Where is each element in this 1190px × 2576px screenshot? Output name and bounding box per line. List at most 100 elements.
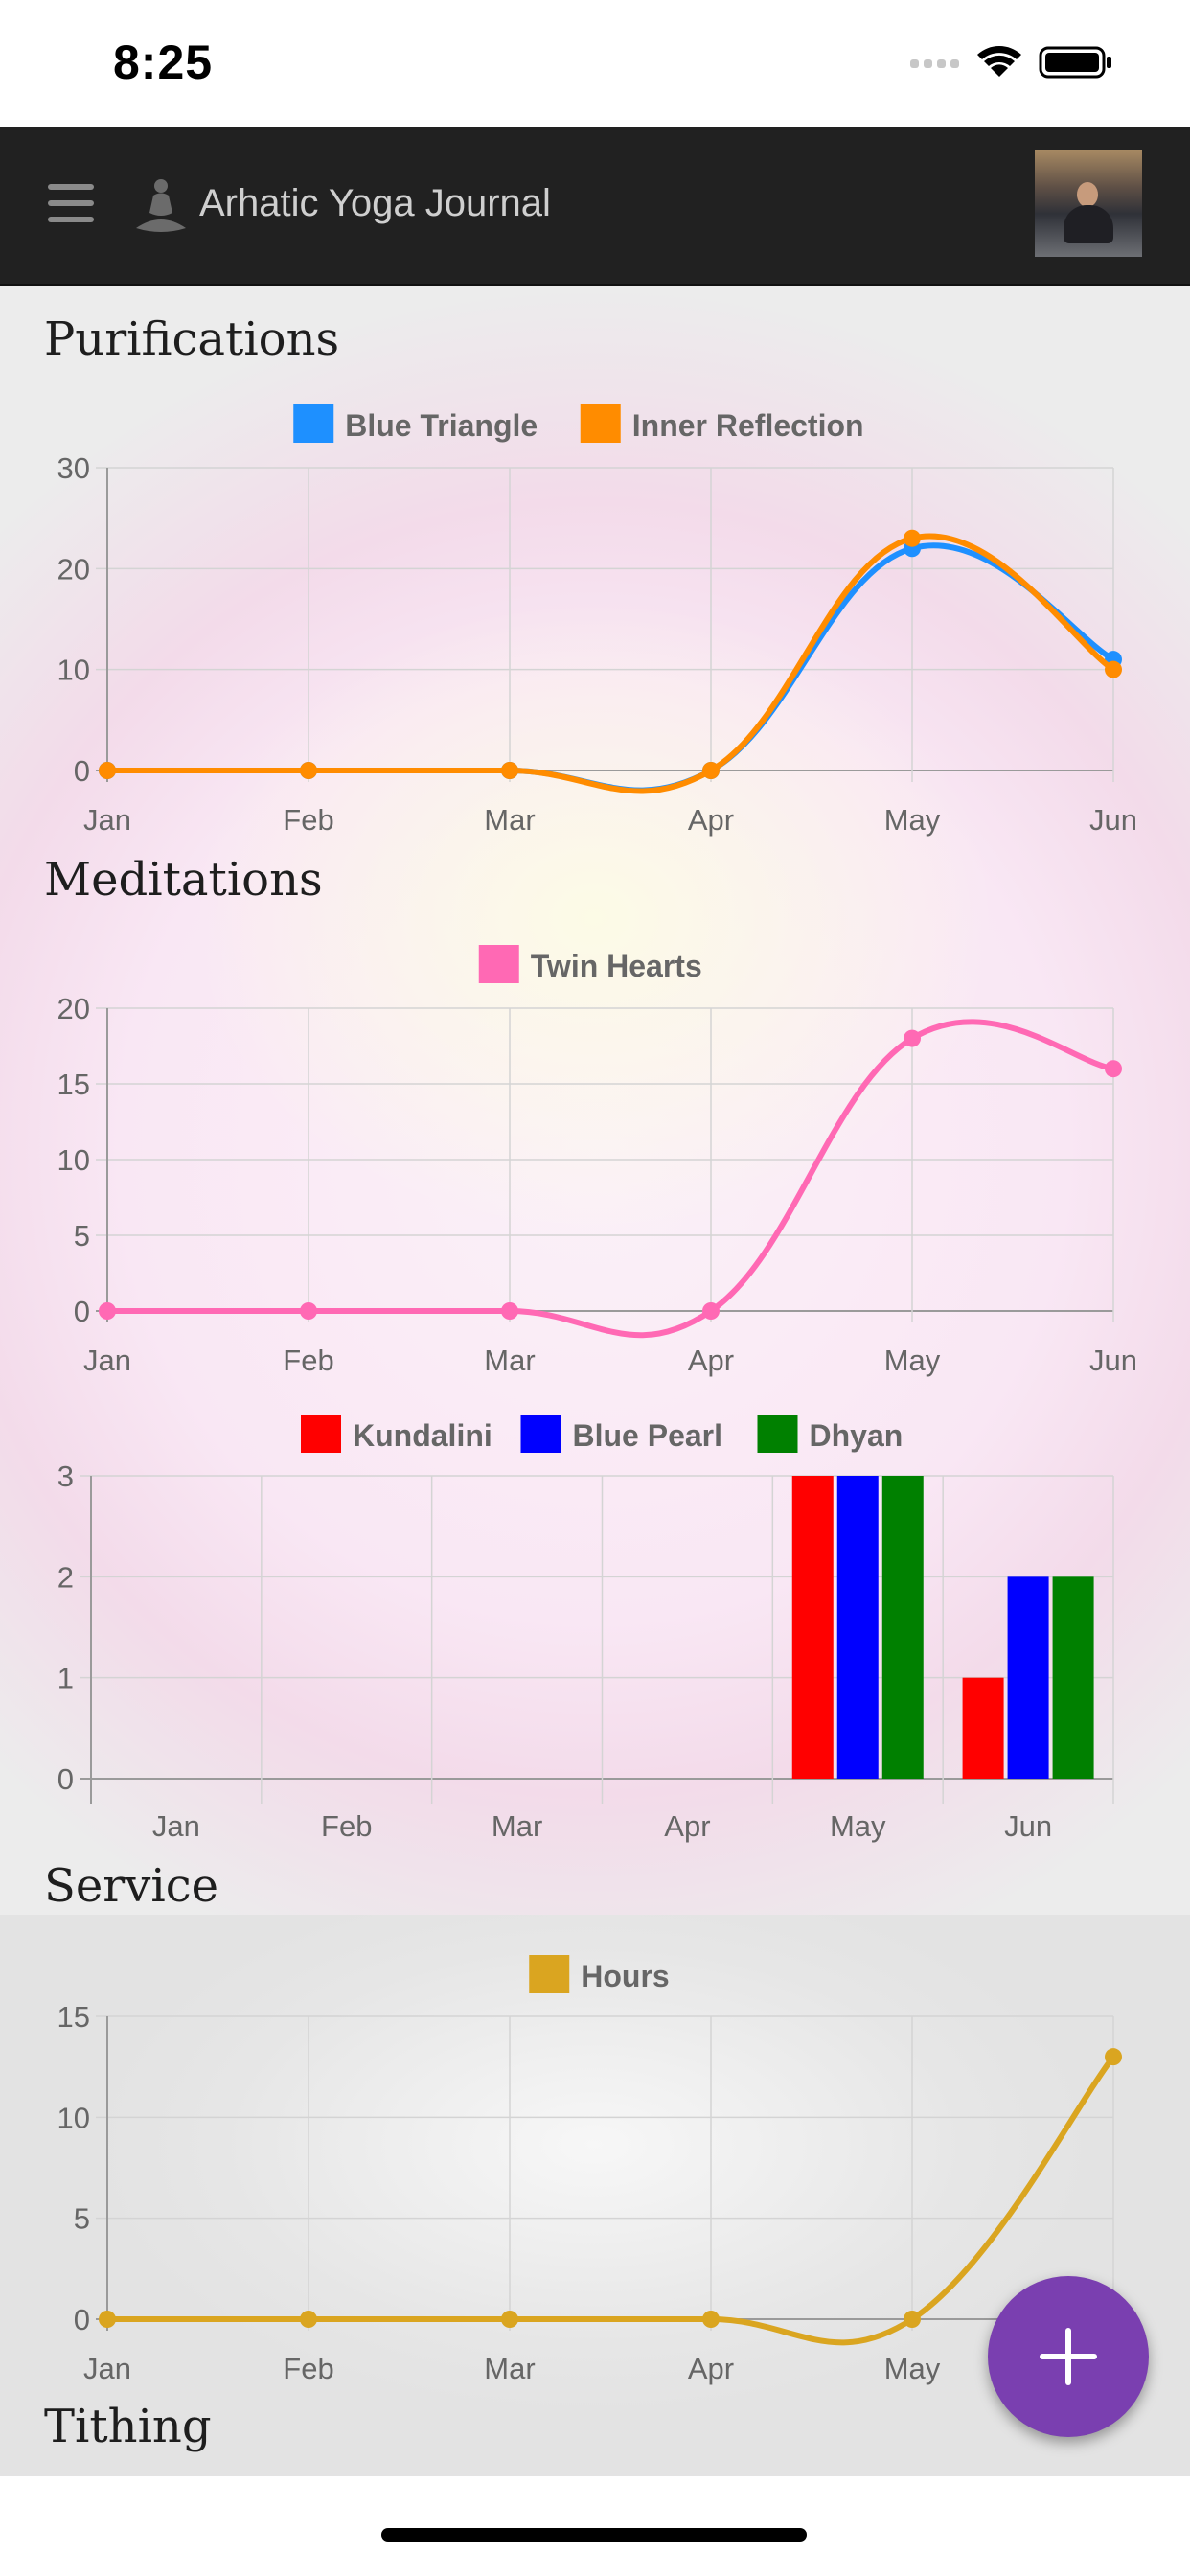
data-point-hours-jun	[1105, 2048, 1122, 2066]
bar-dhyan-may	[881, 1476, 924, 1779]
legend-swatch-1-0	[478, 945, 519, 983]
legend-swatch-2-2	[757, 1414, 798, 1453]
y-tick-label: 10	[57, 2101, 90, 2134]
legend-swatch-0-0	[293, 404, 334, 443]
data-point-twin-hearts-may	[904, 1029, 921, 1047]
section-title-purifications: Purifications	[44, 312, 340, 366]
section-title-service: Service	[44, 1859, 218, 1913]
legend-swatch-2-1	[520, 1414, 561, 1453]
bar-kundalini-jun	[962, 1677, 1004, 1779]
data-point-inner-reflection-jun	[1105, 660, 1122, 678]
y-tick-label: 10	[57, 1143, 90, 1177]
x-tick-label: Jun	[1004, 1809, 1052, 1843]
purifications-chart: Blue Triangle Inner Reflection 0 10 20 30 Jan F…	[0, 389, 1190, 1146]
x-tick-label: Apr	[688, 2352, 734, 2385]
app-title: Arhatic Yoga Journal	[199, 182, 551, 224]
legend-label: Kundalini	[353, 1418, 492, 1453]
y-tick-label: 2	[57, 1560, 74, 1594]
y-tick-label: 3	[57, 1460, 74, 1493]
series-line-blue-triangle	[107, 542, 1115, 794]
x-tick-label: Apr	[664, 1809, 710, 1843]
legend-label: Dhyan	[810, 1418, 904, 1453]
bar-dhyan-jun	[1052, 1576, 1094, 1779]
x-tick-label: Jan	[152, 1809, 200, 1843]
y-tick-label: 0	[74, 1295, 90, 1328]
y-tick-label: 0	[74, 754, 90, 788]
status-time: 8:25	[113, 35, 214, 89]
data-point-twin-hearts-apr	[702, 1302, 720, 1320]
wifi-icon	[977, 46, 1021, 77]
legend-label: Blue Pearl	[573, 1418, 723, 1453]
meditating-figure-icon	[136, 179, 186, 232]
legend-label: Inner Reflection	[632, 408, 864, 443]
status-icons	[910, 46, 1111, 79]
section-title-tithing: Tithing	[44, 2400, 212, 2453]
y-tick-label: 20	[57, 992, 90, 1025]
x-tick-label: Mar	[492, 1809, 542, 1843]
hamburger-menu-icon[interactable]	[48, 184, 94, 222]
signal-icon	[910, 59, 959, 68]
home-indicator-area	[0, 2476, 1190, 2576]
x-tick-label: May	[884, 803, 941, 837]
x-tick-label: Feb	[283, 1344, 333, 1377]
x-tick-label: Jun	[1089, 803, 1137, 837]
y-tick-label: 5	[74, 2202, 90, 2236]
home-indicator[interactable]	[381, 2528, 807, 2542]
data-point-inner-reflection-jan	[99, 762, 116, 779]
data-point-twin-hearts-mar	[501, 1302, 518, 1320]
data-point-inner-reflection-mar	[501, 762, 518, 779]
data-point-hours-jan	[99, 2311, 116, 2328]
y-tick-label: 5	[74, 1219, 90, 1253]
y-tick-label: 15	[57, 2000, 90, 2034]
bar-blue-pearl-may	[836, 1476, 879, 1779]
series-line-inner-reflection	[107, 533, 1115, 794]
legend-swatch-2-0	[301, 1414, 341, 1453]
data-point-hours-feb	[300, 2311, 317, 2328]
dashboard-content: Purifications Blue Triangle Inner Reflect…	[0, 286, 1190, 2476]
x-tick-label: May	[884, 2352, 941, 2385]
avatar[interactable]	[1035, 150, 1142, 257]
x-tick-label: Apr	[688, 803, 734, 837]
data-point-hours-apr	[702, 2311, 720, 2328]
battery-icon	[1039, 46, 1111, 79]
x-tick-label: Jan	[83, 2352, 131, 2385]
y-tick-label: 1	[57, 1662, 74, 1695]
x-tick-label: Apr	[688, 1344, 734, 1377]
app-header: Arhatic Yoga Journal	[0, 126, 1190, 286]
legend-label: Blue Triangle	[345, 408, 538, 443]
meditations-bar-chart: Kundalini Blue Pearl Dhyan 0 1 2 3 Jan Feb Mar Apr…	[0, 1399, 1190, 1850]
x-tick-label: Jan	[83, 803, 131, 837]
y-tick-label: 30	[57, 451, 90, 485]
y-tick-label: 10	[57, 654, 90, 687]
x-tick-label: Jun	[1089, 1344, 1137, 1377]
data-point-inner-reflection-apr	[702, 762, 720, 779]
data-point-hours-may	[904, 2311, 921, 2328]
add-entry-button[interactable]	[988, 2276, 1149, 2437]
data-point-hours-mar	[501, 2311, 518, 2328]
series-line-hours	[106, 2055, 1116, 2346]
bar-blue-pearl-jun	[1007, 1576, 1049, 1779]
data-point-inner-reflection-feb	[300, 762, 317, 779]
y-tick-label: 20	[57, 552, 90, 586]
legend-swatch-3-0	[529, 1955, 570, 1993]
x-tick-label: Mar	[484, 803, 535, 837]
legend-swatch-0-1	[580, 404, 621, 443]
x-tick-label: Mar	[484, 1344, 535, 1377]
y-tick-label: 15	[57, 1068, 90, 1101]
data-point-twin-hearts-jan	[99, 1302, 116, 1320]
meditations-line-chart: Twin Hearts 0 5 10 15 20 Jan Feb Mar Apr May Jun	[0, 930, 1190, 1380]
x-tick-label: Feb	[321, 1809, 372, 1843]
x-tick-label: Mar	[484, 2352, 535, 2385]
legend-label: Hours	[581, 1959, 669, 1993]
x-tick-label: May	[884, 1344, 941, 1377]
status-bar: 8:25	[0, 0, 1190, 126]
legend-label: Twin Hearts	[531, 949, 702, 983]
x-tick-label: Feb	[283, 2352, 333, 2385]
data-point-inner-reflection-may	[904, 529, 921, 547]
data-point-twin-hearts-feb	[300, 1302, 317, 1320]
y-tick-label: 0	[57, 1762, 74, 1796]
series-line-twin-hearts	[107, 1019, 1114, 1339]
bar-kundalini-may	[791, 1476, 834, 1779]
data-point-twin-hearts-jun	[1105, 1060, 1122, 1078]
x-tick-label: May	[830, 1809, 886, 1843]
